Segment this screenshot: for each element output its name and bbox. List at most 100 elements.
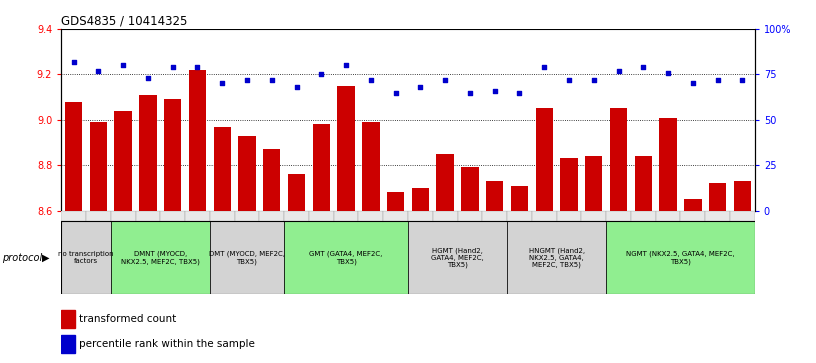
Bar	[458, 211, 482, 221]
Bar	[238, 136, 255, 211]
Bar	[635, 156, 652, 211]
Bar	[160, 211, 185, 221]
Point	[92, 68, 105, 74]
Bar	[437, 154, 454, 211]
Bar	[384, 211, 408, 221]
Bar	[610, 109, 628, 211]
Bar	[111, 211, 135, 221]
Point	[513, 90, 526, 95]
Point	[67, 59, 80, 65]
Bar	[61, 221, 111, 294]
Text: DMNT (MYOCD,
NKX2.5, MEF2C, TBX5): DMNT (MYOCD, NKX2.5, MEF2C, TBX5)	[121, 251, 200, 265]
Bar	[511, 185, 528, 211]
Bar	[507, 221, 606, 294]
Bar	[210, 211, 235, 221]
Point	[215, 81, 228, 86]
Text: GDS4835 / 10414325: GDS4835 / 10414325	[60, 15, 187, 28]
Bar	[114, 111, 132, 211]
Bar	[734, 181, 751, 211]
Bar	[164, 99, 181, 211]
Bar	[408, 221, 507, 294]
Text: HNGMT (Hand2,
NKX2.5, GATA4,
MEF2C, TBX5): HNGMT (Hand2, NKX2.5, GATA4, MEF2C, TBX5…	[529, 247, 585, 268]
Point	[588, 77, 601, 83]
Bar	[362, 122, 379, 211]
Text: transformed count: transformed count	[78, 314, 175, 324]
Point	[290, 84, 303, 90]
Point	[562, 77, 575, 83]
Point	[339, 62, 353, 68]
Bar	[631, 211, 656, 221]
Bar	[61, 310, 75, 328]
Point	[538, 64, 551, 70]
Bar	[309, 211, 334, 221]
Bar	[284, 221, 408, 294]
Point	[662, 70, 675, 76]
Bar	[606, 211, 631, 221]
Bar	[486, 181, 503, 211]
Text: NGMT (NKX2.5, GATA4, MEF2C,
TBX5): NGMT (NKX2.5, GATA4, MEF2C, TBX5)	[626, 251, 734, 265]
Bar	[65, 102, 82, 211]
Bar	[111, 221, 210, 294]
Point	[315, 72, 328, 77]
Bar	[337, 86, 355, 211]
Bar	[135, 211, 160, 221]
Point	[364, 77, 377, 83]
Bar	[185, 211, 210, 221]
Bar	[90, 122, 107, 211]
Bar	[561, 158, 578, 211]
Text: percentile rank within the sample: percentile rank within the sample	[78, 339, 255, 349]
Text: GMT (GATA4, MEF2C,
TBX5): GMT (GATA4, MEF2C, TBX5)	[309, 251, 383, 265]
Bar	[412, 188, 429, 211]
Point	[636, 64, 650, 70]
Point	[463, 90, 477, 95]
Bar	[214, 127, 231, 211]
Bar	[288, 174, 305, 211]
Bar	[387, 192, 404, 211]
Bar	[61, 335, 75, 353]
Text: DMT (MYOCD, MEF2C,
TBX5): DMT (MYOCD, MEF2C, TBX5)	[209, 251, 285, 265]
Bar	[705, 211, 730, 221]
Bar	[585, 156, 602, 211]
Bar	[461, 167, 479, 211]
Point	[265, 77, 278, 83]
Bar	[284, 211, 309, 221]
Point	[686, 81, 699, 86]
Bar	[358, 211, 384, 221]
Point	[414, 84, 427, 90]
Bar	[432, 211, 458, 221]
Point	[141, 75, 154, 81]
Bar	[681, 211, 705, 221]
Bar	[684, 199, 702, 211]
Bar	[235, 211, 259, 221]
Point	[166, 64, 180, 70]
Bar	[61, 211, 86, 221]
Bar	[535, 109, 553, 211]
Bar	[659, 118, 676, 211]
Bar	[408, 211, 432, 221]
Point	[439, 77, 452, 83]
Text: HGMT (Hand2,
GATA4, MEF2C,
TBX5): HGMT (Hand2, GATA4, MEF2C, TBX5)	[431, 247, 484, 268]
Bar	[334, 211, 358, 221]
Bar	[557, 211, 581, 221]
Point	[191, 64, 204, 70]
Text: no transcription
factors: no transcription factors	[58, 251, 113, 264]
Bar	[532, 211, 557, 221]
Bar	[86, 211, 111, 221]
Bar	[210, 221, 284, 294]
Bar	[656, 211, 681, 221]
Bar	[730, 211, 755, 221]
Point	[389, 90, 402, 95]
Bar	[313, 124, 330, 211]
Point	[612, 68, 625, 74]
Text: ▶: ▶	[42, 253, 50, 263]
Bar	[259, 211, 284, 221]
Point	[736, 77, 749, 83]
Bar	[140, 95, 157, 211]
Bar	[482, 211, 507, 221]
Bar	[263, 149, 281, 211]
Bar	[188, 70, 206, 211]
Bar	[507, 211, 532, 221]
Point	[117, 62, 130, 68]
Point	[241, 77, 254, 83]
Text: protocol: protocol	[2, 253, 42, 263]
